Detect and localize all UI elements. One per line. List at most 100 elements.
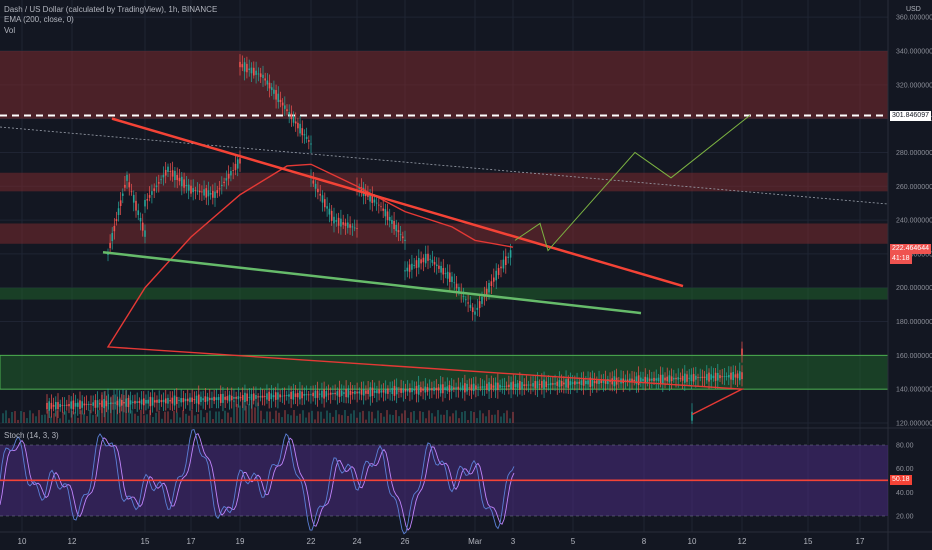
candle-body — [92, 402, 94, 406]
time-tick-label: 26 — [401, 537, 410, 546]
candle-body — [253, 67, 255, 76]
candle-body — [109, 242, 111, 249]
candle-body — [130, 191, 133, 193]
volume-bar — [17, 419, 19, 423]
candle-body — [129, 400, 132, 405]
candle-body — [741, 348, 743, 356]
volume-bar — [119, 397, 121, 423]
candle-body — [181, 176, 183, 187]
candle-body — [196, 190, 199, 192]
candle-body — [402, 388, 405, 393]
candle-body — [512, 381, 515, 390]
vol-legend[interactable]: Vol — [4, 26, 16, 35]
candle-body — [488, 282, 490, 293]
candle-body — [318, 393, 321, 395]
candle-body — [244, 392, 246, 403]
candle-body — [335, 220, 338, 222]
volume-bar — [326, 410, 328, 423]
candle-body — [406, 389, 409, 392]
candle-body — [400, 388, 402, 393]
support-zone — [0, 354, 889, 390]
candle-body — [337, 217, 340, 226]
candle-body — [297, 122, 299, 129]
candle-body — [128, 182, 131, 188]
volume-bar — [494, 414, 496, 423]
volume-bar — [428, 410, 430, 423]
candle-body — [508, 384, 510, 388]
candle-body — [675, 377, 677, 380]
volume-bar — [53, 413, 55, 423]
candle-body — [262, 74, 264, 78]
volume-bar — [497, 410, 499, 423]
volume-bar — [191, 410, 193, 423]
candle-body — [375, 202, 378, 204]
volume-bar — [245, 405, 247, 423]
candle-body — [209, 193, 212, 195]
candle-body — [111, 232, 114, 242]
candle-body — [393, 385, 396, 396]
candle-body — [631, 378, 633, 383]
candle-body — [286, 109, 288, 112]
candle-body — [593, 381, 596, 384]
candle-body — [699, 377, 702, 378]
volume-bar — [176, 412, 178, 423]
candle-body — [519, 380, 521, 390]
candle-body — [721, 376, 724, 378]
candle-body — [239, 61, 241, 68]
candle-body — [560, 380, 563, 387]
volume-bar — [188, 415, 190, 423]
candle-body — [174, 170, 176, 181]
candle-body — [477, 386, 479, 388]
candle-body — [50, 402, 53, 409]
candle-body — [670, 376, 673, 382]
volume-bar — [134, 413, 136, 423]
candle-body — [270, 393, 273, 400]
candle-body — [255, 70, 257, 75]
candle-body — [378, 389, 380, 394]
candle-body — [532, 383, 534, 387]
candle-body — [270, 87, 273, 91]
candle-body — [301, 128, 304, 136]
candle-body — [444, 387, 446, 391]
candle-body — [327, 393, 330, 395]
volume-bar — [332, 416, 334, 423]
ema-legend[interactable]: EMA (200, close, 0) — [4, 15, 74, 24]
candle-body — [369, 193, 371, 202]
volume-bar — [470, 411, 472, 423]
volume-bar — [329, 412, 331, 423]
candle-body — [316, 390, 319, 398]
candle-body — [65, 404, 68, 406]
candle-body — [237, 396, 240, 400]
volume-bar — [224, 410, 226, 423]
candle-body — [285, 395, 288, 397]
candle-body — [190, 185, 192, 194]
candle-body — [83, 403, 86, 406]
candle-body — [422, 257, 425, 263]
stoch-k-line — [0, 429, 515, 535]
price-tick-label: 340.000000 — [896, 49, 932, 56]
stoch-legend[interactable]: Stoch (14, 3, 3) — [4, 431, 59, 440]
candle-body — [171, 170, 174, 177]
price-tick-label: 140.000000 — [896, 387, 932, 394]
candle-body — [344, 222, 347, 226]
candle-body — [230, 395, 233, 401]
candle-body — [290, 113, 293, 120]
candle-body — [406, 267, 409, 272]
volume-bar — [194, 415, 196, 423]
candle-body — [449, 272, 451, 282]
volume-bar — [398, 416, 400, 423]
candle-body — [180, 398, 182, 403]
candle-body — [324, 199, 326, 208]
candle-body — [178, 177, 181, 182]
candle-body — [549, 382, 552, 386]
candle-body — [155, 185, 158, 188]
volume-bar — [275, 410, 277, 423]
candle-body — [418, 257, 420, 268]
candle-body — [433, 387, 435, 391]
volume-bar — [500, 416, 502, 423]
candle-body — [521, 381, 523, 389]
candle-body — [408, 264, 411, 272]
price-tick-label: 360.000000 — [896, 15, 932, 22]
candle-body — [646, 377, 649, 383]
